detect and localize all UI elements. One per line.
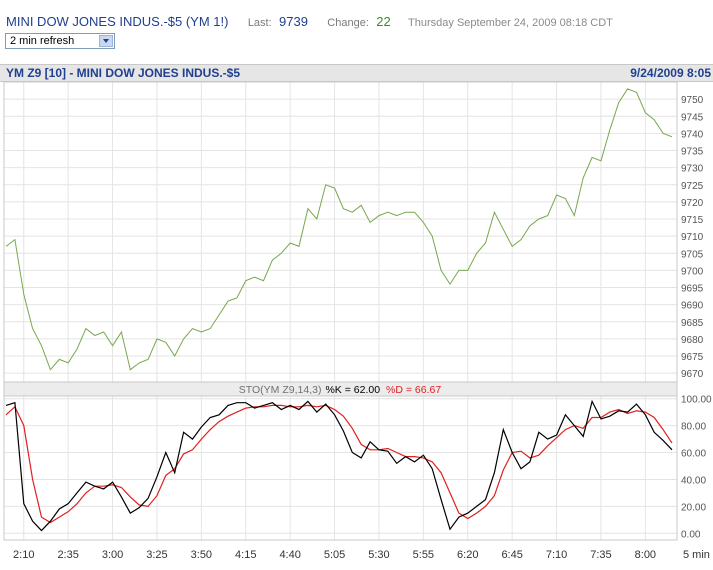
last-label: Last: (247, 17, 272, 29)
price-tick-label: 9710 (681, 232, 704, 243)
time-axis: 2:10 2:35 3:00 3:25 3:50 4:15 4:40 5:05 5:30 5:55… (13, 549, 710, 561)
refresh-select-value: 2 min refresh (10, 35, 75, 47)
time-tick-label: 2:10 (13, 549, 34, 561)
price-tick-label: 9700 (681, 266, 704, 277)
d-line (5, 404, 673, 524)
stochastic-tick-label: 60.00 (681, 449, 706, 460)
price-tick-label: 9740 (681, 129, 704, 140)
stochastic-tick-label: 100.00 (681, 395, 712, 406)
price-tick-label: 9745 (681, 112, 704, 123)
time-tick-label: 3:00 (102, 549, 123, 561)
refresh-select[interactable]: 2 min refresh (5, 33, 115, 49)
quote-datetime: Thursday September 24, 2009 08:18 CDT (408, 17, 613, 29)
time-grid (23, 82, 646, 540)
symbol-title[interactable]: MINI DOW JONES INDUS.-$5 (YM 1!) (6, 14, 229, 29)
time-tick-label: 5:05 (324, 549, 345, 561)
price-tick-label: 9690 (681, 301, 704, 312)
change-value: 22 (376, 14, 391, 29)
stochastic-frame (3, 395, 678, 541)
stochastic-tick-label: 40.00 (681, 475, 706, 486)
price-tick-label: 9720 (681, 198, 704, 209)
price-axis: 9670 9675 9680 9685 9690 9695 9700 9705 9710 9715… (681, 95, 704, 380)
time-tick-label: 3:25 (146, 549, 167, 561)
price-tick-label: 9705 (681, 249, 704, 260)
time-tick-label: 4:15 (235, 549, 256, 561)
stochastic-tick-label: 0.00 (681, 529, 701, 540)
price-tick-label: 9685 (681, 318, 704, 329)
price-tick-label: 9735 (681, 147, 704, 158)
price-tick-label: 9670 (681, 369, 704, 380)
k-legend: %K = 62.00 (325, 384, 380, 396)
time-tick-label: 5:30 (368, 549, 389, 561)
k-line (5, 399, 673, 532)
price-tick-label: 9750 (681, 95, 704, 106)
time-tick-label: 3:50 (191, 549, 212, 561)
price-grid (4, 98, 677, 374)
d-legend: %D = 66.67 (386, 384, 441, 396)
time-tick-label: 7:35 (590, 549, 611, 561)
price-tick-label: 9715 (681, 215, 704, 226)
change-label: Change: (327, 17, 369, 29)
stochastic-legend: STO(YM Z9,14,3) %K = 62.00 %D = 66.67 (239, 384, 442, 396)
time-tick-label: 6:45 (501, 549, 522, 561)
price-tick-label: 9695 (681, 284, 704, 295)
time-tick-label: 4:40 (279, 549, 300, 561)
time-tick-label: 6:20 (457, 549, 478, 561)
stochastic-axis: 0.00 20.00 40.00 60.00 80.00 100.00 (681, 395, 712, 541)
price-tick-label: 9730 (681, 164, 704, 175)
chart-date: 9/24/2009 8:05 (630, 66, 711, 80)
stochastic-grid (4, 398, 677, 534)
quote-bar: MINI DOW JONES INDUS.-$5 (YM 1!) Last: 9… (6, 14, 613, 32)
price-tick-label: 9675 (681, 352, 704, 363)
time-tick-label: 8:00 (635, 549, 656, 561)
stochastic-name: STO(YM Z9,14,3) (239, 384, 322, 396)
chevron-down-icon[interactable] (99, 35, 113, 47)
price-tick-label: 9725 (681, 181, 704, 192)
chart-title: YM Z9 [10] - MINI DOW JONES INDUS.-$5 (6, 66, 241, 80)
last-value: 9739 (279, 14, 308, 29)
price-tick-label: 9680 (681, 335, 704, 346)
price-line (5, 88, 673, 371)
time-tick-label: 5:55 (413, 549, 434, 561)
time-tick-label: 2:35 (57, 549, 78, 561)
time-unit-label: 5 min (683, 549, 710, 561)
price-frame (3, 81, 678, 383)
stochastic-tick-label: 80.00 (681, 422, 706, 433)
stochastic-tick-label: 20.00 (681, 502, 706, 513)
time-tick-label: 7:10 (546, 549, 567, 561)
